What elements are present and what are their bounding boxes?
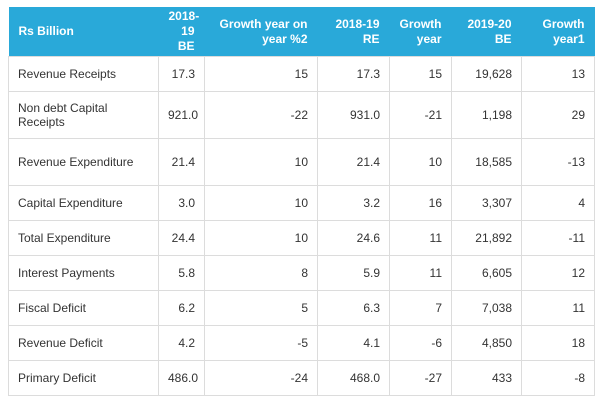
table-row-non-debt-capital-receipts: Non debt Capital Receipts 921.0 -22 931.… [8, 91, 595, 139]
cell-growth-year: -27 [389, 360, 452, 396]
cell-2018-19-be: 4.2 [158, 325, 205, 361]
cell-2018-19-re: 24.6 [317, 220, 390, 256]
cell-growth-year: -21 [389, 91, 452, 139]
header-growth-year1: Growth year1 [521, 7, 595, 57]
cell-growth-year: 11 [389, 255, 452, 291]
table-row-fiscal-deficit: Fiscal Deficit 6.2 5 6.3 7 7,038 11 [8, 290, 595, 326]
cell-2019-20-be: 6,605 [451, 255, 522, 291]
cell-2018-19-be: 921.0 [158, 91, 205, 139]
cell-2019-20-be: 3,307 [451, 185, 522, 221]
cell-2018-19-be: 5.8 [158, 255, 205, 291]
cell-2019-20-be: 433 [451, 360, 522, 396]
cell-2018-19-re: 17.3 [317, 56, 390, 92]
cell-growth-year1: -8 [521, 360, 595, 396]
table-row-revenue-expenditure: Revenue Expenditure 21.4 10 21.4 10 18,5… [8, 138, 595, 186]
row-label: Total Expenditure [8, 220, 159, 256]
cell-growth-yoy-2: 5 [204, 290, 318, 326]
cell-2018-19-be: 21.4 [158, 138, 205, 186]
row-label: Capital Expenditure [8, 185, 159, 221]
cell-growth-year1: -13 [521, 138, 595, 186]
cell-growth-year1: 13 [521, 56, 595, 92]
cell-2019-20-be: 4,850 [451, 325, 522, 361]
header-2018-19-be: 2018-19 BE [158, 7, 205, 57]
budget-table: Rs Billion 2018-19 BE Growth year on yea… [8, 7, 595, 396]
cell-2018-19-re: 4.1 [317, 325, 390, 361]
cell-growth-yoy-2: 10 [204, 220, 318, 256]
cell-2018-19-re: 3.2 [317, 185, 390, 221]
cell-growth-year: 10 [389, 138, 452, 186]
table-row-primary-deficit: Primary Deficit 486.0 -24 468.0 -27 433 … [8, 360, 595, 396]
row-label: Revenue Expenditure [8, 138, 159, 186]
header-growth-year: Growth year [389, 7, 452, 57]
cell-2018-19-re: 6.3 [317, 290, 390, 326]
cell-2018-19-be: 17.3 [158, 56, 205, 92]
header-row: Rs Billion 2018-19 BE Growth year on yea… [8, 7, 595, 57]
cell-growth-yoy-2: 10 [204, 185, 318, 221]
cell-2018-19-re: 21.4 [317, 138, 390, 186]
header-2019-20-be: 2019-20 BE [451, 7, 522, 57]
table-row-revenue-deficit: Revenue Deficit 4.2 -5 4.1 -6 4,850 18 [8, 325, 595, 361]
row-label: Revenue Deficit [8, 325, 159, 361]
cell-2019-20-be: 7,038 [451, 290, 522, 326]
row-label: Non debt Capital Receipts [8, 91, 159, 139]
cell-growth-yoy-2: 15 [204, 56, 318, 92]
table-row-total-expenditure: Total Expenditure 24.4 10 24.6 11 21,892… [8, 220, 595, 256]
cell-growth-year1: -11 [521, 220, 595, 256]
cell-growth-year: 11 [389, 220, 452, 256]
cell-2018-19-be: 24.4 [158, 220, 205, 256]
row-label: Interest Payments [8, 255, 159, 291]
cell-growth-yoy-2: 8 [204, 255, 318, 291]
row-label: Fiscal Deficit [8, 290, 159, 326]
cell-growth-year1: 29 [521, 91, 595, 139]
cell-growth-year1: 12 [521, 255, 595, 291]
header-rs-billion: Rs Billion [8, 7, 159, 57]
header-2018-19-re: 2018-19 RE [317, 7, 390, 57]
table-row-capital-expenditure: Capital Expenditure 3.0 10 3.2 16 3,307 … [8, 185, 595, 221]
cell-growth-year1: 4 [521, 185, 595, 221]
cell-2019-20-be: 18,585 [451, 138, 522, 186]
cell-2018-19-re: 5.9 [317, 255, 390, 291]
cell-2018-19-be: 486.0 [158, 360, 205, 396]
cell-growth-year: 16 [389, 185, 452, 221]
cell-2019-20-be: 19,628 [451, 56, 522, 92]
cell-2018-19-be: 3.0 [158, 185, 205, 221]
row-label: Primary Deficit [8, 360, 159, 396]
cell-growth-yoy-2: -22 [204, 91, 318, 139]
cell-2018-19-re: 931.0 [317, 91, 390, 139]
cell-growth-year: -6 [389, 325, 452, 361]
cell-growth-yoy-2: 10 [204, 138, 318, 186]
cell-2018-19-be: 6.2 [158, 290, 205, 326]
cell-2018-19-re: 468.0 [317, 360, 390, 396]
budget-table-container: Rs Billion 2018-19 BE Growth year on yea… [8, 7, 595, 396]
table-body: Revenue Receipts 17.3 15 17.3 15 19,628 … [8, 56, 595, 396]
cell-growth-year: 15 [389, 56, 452, 92]
cell-growth-year1: 18 [521, 325, 595, 361]
cell-growth-yoy-2: -24 [204, 360, 318, 396]
table-header: Rs Billion 2018-19 BE Growth year on yea… [8, 7, 595, 57]
cell-growth-year1: 11 [521, 290, 595, 326]
table-row-interest-payments: Interest Payments 5.8 8 5.9 11 6,605 12 [8, 255, 595, 291]
row-label: Revenue Receipts [8, 56, 159, 92]
cell-growth-yoy-2: -5 [204, 325, 318, 361]
cell-2019-20-be: 1,198 [451, 91, 522, 139]
cell-2019-20-be: 21,892 [451, 220, 522, 256]
header-growth-yoy-2: Growth year on year %2 [204, 7, 318, 57]
table-row-revenue-receipts: Revenue Receipts 17.3 15 17.3 15 19,628 … [8, 56, 595, 92]
cell-growth-year: 7 [389, 290, 452, 326]
